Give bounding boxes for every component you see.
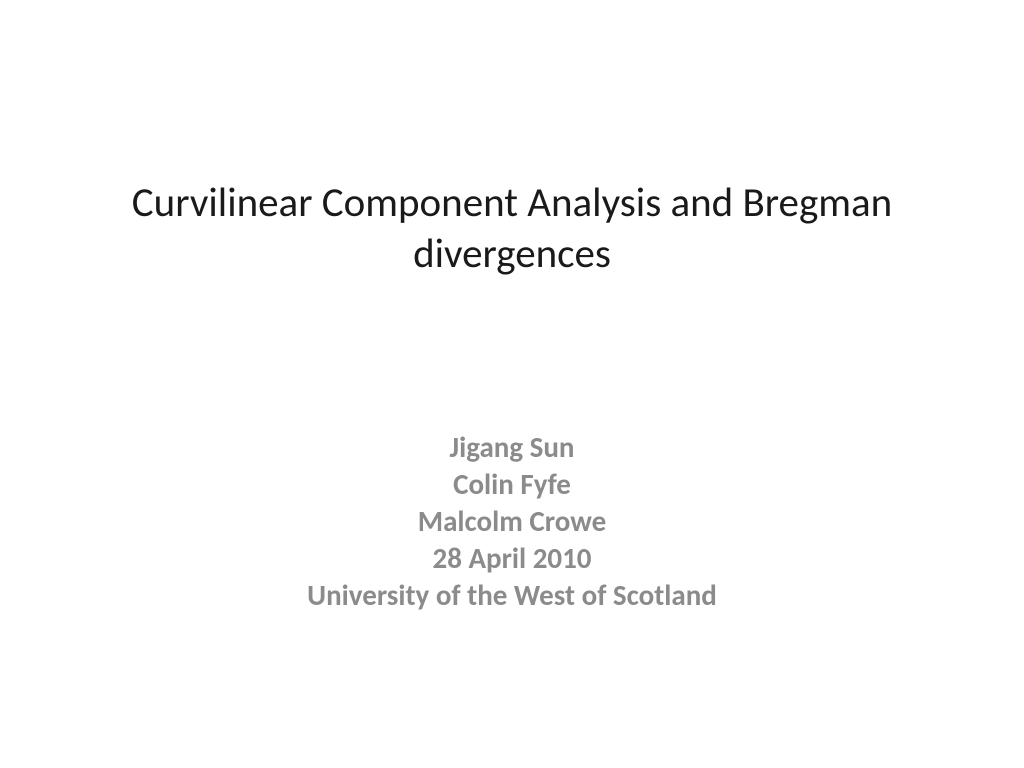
date-line: 28 April 2010 bbox=[307, 540, 717, 577]
affiliation-line: University of the West of Scotland bbox=[307, 577, 717, 614]
author-line: Colin Fyfe bbox=[307, 466, 717, 503]
author-line: Jigang Sun bbox=[307, 429, 717, 466]
slide-title: Curvilinear Component Analysis and Bregm… bbox=[0, 178, 1024, 281]
author-line: Malcolm Crowe bbox=[307, 503, 717, 540]
authors-block: Jigang Sun Colin Fyfe Malcolm Crowe 28 A… bbox=[307, 429, 717, 615]
slide-container: Curvilinear Component Analysis and Bregm… bbox=[0, 0, 1024, 768]
